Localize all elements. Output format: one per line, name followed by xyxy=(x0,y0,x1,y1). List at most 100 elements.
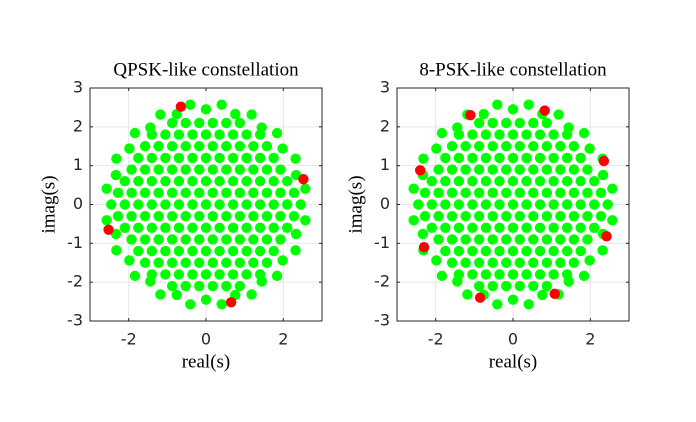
point xyxy=(467,129,478,140)
point xyxy=(480,269,492,280)
point xyxy=(487,234,498,245)
point xyxy=(126,164,137,175)
point xyxy=(146,199,158,210)
point xyxy=(507,294,519,305)
point xyxy=(521,129,532,140)
point xyxy=(227,269,239,280)
point xyxy=(227,222,239,233)
point xyxy=(119,176,130,187)
point xyxy=(200,152,212,164)
point xyxy=(139,234,151,245)
point xyxy=(507,129,519,140)
point xyxy=(549,288,560,300)
point xyxy=(514,141,525,152)
point xyxy=(112,187,124,199)
point xyxy=(234,141,246,152)
point xyxy=(473,117,485,129)
point xyxy=(227,152,239,164)
point xyxy=(153,141,164,152)
point xyxy=(553,109,564,120)
point xyxy=(528,187,539,199)
point xyxy=(453,152,465,164)
point xyxy=(595,187,607,199)
point xyxy=(528,257,539,268)
y-tick-label: -2 xyxy=(374,272,390,291)
point xyxy=(431,143,442,154)
y-tick-label: 1 xyxy=(73,155,83,174)
point xyxy=(507,222,519,233)
point xyxy=(507,176,519,187)
point xyxy=(103,224,114,235)
point xyxy=(180,257,191,268)
point xyxy=(173,269,185,280)
point xyxy=(129,127,141,139)
point xyxy=(548,269,559,280)
plot-area xyxy=(101,99,311,310)
x-tick-label: 2 xyxy=(585,330,595,349)
point xyxy=(227,245,239,257)
point xyxy=(207,164,218,175)
point xyxy=(575,222,586,233)
point xyxy=(153,187,164,199)
point xyxy=(282,199,293,210)
point xyxy=(597,245,608,256)
point xyxy=(528,210,539,222)
point xyxy=(194,280,205,292)
point xyxy=(555,234,566,245)
x-tick-label: 0 xyxy=(201,330,211,349)
point xyxy=(541,234,553,245)
point xyxy=(465,109,476,121)
point xyxy=(160,129,171,140)
point xyxy=(129,270,141,282)
point xyxy=(254,199,266,210)
point xyxy=(514,117,525,129)
point xyxy=(160,245,171,257)
x-axis-label: real(s) xyxy=(489,351,538,372)
point xyxy=(541,210,553,222)
point xyxy=(160,222,171,233)
point xyxy=(241,199,252,210)
point xyxy=(521,222,532,233)
point xyxy=(555,187,566,199)
point xyxy=(234,280,246,292)
point xyxy=(419,210,431,222)
point xyxy=(124,255,135,266)
point xyxy=(214,152,225,164)
point xyxy=(288,187,300,199)
point xyxy=(133,176,144,187)
y-tick-label: -3 xyxy=(67,311,83,330)
point xyxy=(261,187,273,199)
point xyxy=(426,199,437,210)
point xyxy=(501,257,512,268)
point xyxy=(602,199,613,210)
point xyxy=(595,210,607,222)
point xyxy=(436,127,448,139)
point xyxy=(589,199,600,210)
point xyxy=(473,187,485,199)
point xyxy=(271,127,283,139)
point xyxy=(494,129,505,140)
point xyxy=(166,187,178,199)
point xyxy=(568,257,580,268)
point xyxy=(187,269,198,280)
point xyxy=(419,187,431,199)
point xyxy=(452,276,463,287)
point xyxy=(275,187,286,199)
point xyxy=(216,299,227,310)
point xyxy=(173,176,185,187)
point xyxy=(541,164,553,175)
point xyxy=(180,210,191,222)
y-tick-label: 1 xyxy=(380,155,390,174)
point xyxy=(541,141,553,152)
point xyxy=(480,152,492,164)
point xyxy=(453,176,465,187)
point xyxy=(460,257,471,268)
point xyxy=(234,210,246,222)
y-tick-label: 0 xyxy=(73,194,83,213)
point xyxy=(467,152,478,164)
point xyxy=(582,164,593,175)
point xyxy=(295,199,306,210)
point xyxy=(575,199,586,210)
point xyxy=(194,257,205,268)
point xyxy=(194,164,205,175)
